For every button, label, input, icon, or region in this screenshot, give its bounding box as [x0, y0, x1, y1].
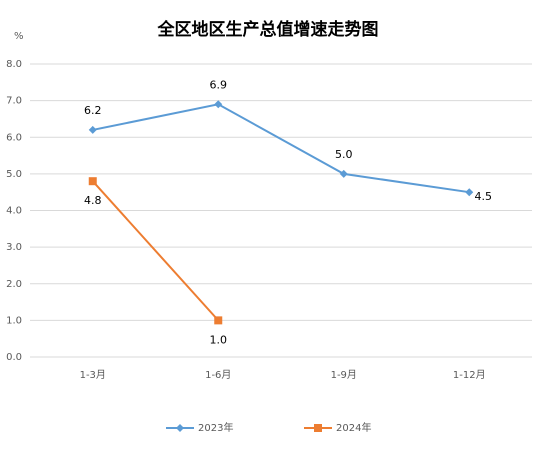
- x-tick-label: 1-6月: [205, 369, 231, 381]
- y-tick-label: 0.0: [6, 352, 22, 363]
- data-label: 4.5: [475, 190, 493, 203]
- y-tick-label: 2.0: [6, 279, 22, 290]
- marker: [214, 316, 223, 325]
- marker: [88, 125, 97, 134]
- legend-label: 2024年: [336, 421, 371, 434]
- legend-label: 2023年: [198, 421, 233, 434]
- legend-marker: [314, 424, 322, 432]
- marker: [88, 177, 97, 186]
- data-label: 1.0: [210, 333, 228, 346]
- marker: [214, 100, 223, 109]
- data-label: 5.0: [335, 148, 353, 161]
- y-tick-label: 8.0: [6, 59, 22, 70]
- y-tick-label: 6.0: [6, 132, 22, 143]
- x-tick-label: 1-9月: [331, 369, 357, 381]
- chart-title: 全区地区生产总值增速走势图: [157, 19, 379, 40]
- series-line: [92, 103, 470, 194]
- data-label: 4.8: [84, 194, 102, 207]
- y-tick-label: 3.0: [6, 242, 22, 253]
- y-unit: %: [14, 31, 24, 42]
- legend-marker: [176, 424, 184, 432]
- y-tick-label: 1.0: [6, 315, 22, 326]
- data-label: 6.2: [84, 104, 102, 117]
- y-tick-label: 7.0: [6, 96, 22, 107]
- y-tick-label: 5.0: [6, 169, 22, 180]
- y-tick-label: 4.0: [6, 206, 22, 217]
- marker: [339, 169, 348, 178]
- series-line: [92, 180, 219, 322]
- x-tick-label: 1-12月: [453, 369, 486, 381]
- x-tick-label: 1-3月: [80, 369, 106, 381]
- data-label: 6.9: [210, 78, 228, 91]
- marker: [465, 188, 474, 197]
